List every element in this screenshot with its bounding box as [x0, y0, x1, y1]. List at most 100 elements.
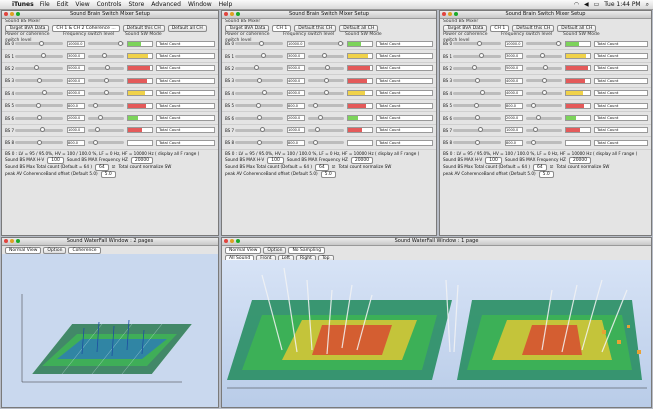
level-slider-knob[interactable]	[261, 53, 267, 59]
menu-file[interactable]: File	[39, 1, 50, 8]
frequency-slider[interactable]	[526, 115, 562, 121]
level-slider-knob[interactable]	[479, 53, 485, 59]
frequency-value[interactable]: 4000.0	[67, 90, 85, 97]
level-slider[interactable]	[453, 40, 501, 46]
level-slider-knob[interactable]	[474, 139, 480, 145]
frequency-slider-knob[interactable]	[323, 90, 329, 96]
frequency-slider-knob[interactable]	[117, 40, 123, 46]
level-slider[interactable]	[453, 115, 501, 121]
level-slider[interactable]	[15, 53, 63, 59]
zoom-button[interactable]	[16, 12, 20, 16]
target-bva-button[interactable]: Target BVA Data	[225, 25, 270, 32]
menu-help[interactable]: Help	[218, 1, 233, 8]
close-button[interactable]	[4, 239, 8, 243]
level-slider[interactable]	[15, 115, 63, 121]
minimize-button[interactable]	[10, 239, 14, 243]
level-slider-knob[interactable]	[42, 90, 48, 96]
frequency-slider-knob[interactable]	[312, 102, 318, 108]
level-slider-knob[interactable]	[41, 53, 47, 59]
sound-sw-mode-select[interactable]: Total Count	[376, 53, 433, 60]
level-slider[interactable]	[235, 115, 283, 121]
level-slider-knob[interactable]	[262, 90, 268, 96]
frequency-value[interactable]: 2000.0	[67, 115, 85, 122]
default-all-ch-button[interactable]: Default all CH	[557, 25, 597, 32]
normalize-checkbox[interactable]: ☑	[331, 164, 336, 170]
frequency-value[interactable]: 10000.0	[287, 40, 305, 47]
normalize-checkbox[interactable]: ☑	[549, 164, 554, 170]
minimize-button[interactable]	[230, 239, 234, 243]
frequency-value[interactable]: 800.0	[67, 102, 85, 109]
level-slider-knob[interactable]	[476, 40, 482, 46]
close-button[interactable]	[224, 12, 228, 16]
view-mode-select[interactable]: Normal View	[5, 247, 42, 254]
frequency-value[interactable]: 10000.0	[67, 40, 85, 47]
sound-sw-mode-select[interactable]: Total Count	[376, 127, 433, 134]
level-slider-knob[interactable]	[256, 77, 262, 83]
frequency-slider-knob[interactable]	[103, 90, 109, 96]
level-slider-knob[interactable]	[37, 115, 43, 121]
frequency-slider[interactable]	[308, 65, 344, 71]
frequency-value[interactable]: 3000.0	[505, 53, 523, 60]
waterfall-plot[interactable]	[2, 254, 218, 407]
level-slider[interactable]	[453, 127, 501, 133]
menu-app-name[interactable]: iTunes	[12, 1, 34, 8]
frequency-slider[interactable]	[308, 77, 344, 83]
frequency-value[interactable]: 5000.0	[67, 65, 85, 72]
frequency-slider-knob[interactable]	[94, 127, 100, 133]
frequency-value[interactable]: 4000.0	[505, 90, 523, 97]
level-slider[interactable]	[235, 53, 283, 59]
frequency-slider-knob[interactable]	[312, 139, 318, 145]
sound-sw-mode-select[interactable]: Total Count	[156, 115, 215, 122]
close-button[interactable]	[4, 12, 8, 16]
window-titlebar[interactable]: Sound Brain Switch Mixer Setup	[2, 11, 218, 19]
level-slider[interactable]	[15, 102, 63, 108]
volume-icon[interactable]: ◀	[583, 1, 589, 8]
level-slider-knob[interactable]	[475, 115, 481, 121]
channel-select[interactable]: CH 1	[272, 25, 292, 32]
frequency-value[interactable]: 4000.0	[287, 77, 305, 84]
level-slider[interactable]	[15, 40, 63, 46]
level-slider-knob[interactable]	[478, 127, 484, 133]
frequency-value[interactable]: 800.0	[287, 102, 305, 109]
frequency-slider-knob[interactable]	[337, 40, 343, 46]
frequency-value[interactable]: 3000.0	[67, 53, 85, 60]
frequency-slider[interactable]	[308, 102, 344, 108]
level-slider-knob[interactable]	[257, 115, 263, 121]
sound-sw-mode-select[interactable]: Total Count	[594, 90, 648, 97]
sound-sw-mode-select[interactable]: Total Count	[156, 40, 215, 47]
max-hv-input[interactable]: 100	[267, 156, 284, 164]
close-button[interactable]	[224, 239, 228, 243]
frequency-value[interactable]: 800.0	[287, 139, 305, 146]
sound-sw-mode-select[interactable]: Total Count	[156, 127, 215, 134]
menu-clock[interactable]: Tue 1:44 PM	[604, 1, 641, 8]
frequency-value[interactable]: 800.0	[67, 139, 85, 146]
option-button[interactable]: Option	[263, 247, 287, 254]
level-slider[interactable]	[235, 102, 283, 108]
channel-select[interactable]: CH 1 & CH 2 Coherence ...	[52, 25, 120, 32]
target-bva-button[interactable]: Target BVA Data	[5, 25, 50, 32]
target-bva-button[interactable]: Target BVA Data	[443, 25, 488, 32]
sound-sw-mode-select[interactable]: Total Count	[594, 77, 648, 84]
sound-sw-mode-select[interactable]: Total Count	[594, 115, 648, 122]
channel-select[interactable]: CH 1	[490, 25, 510, 32]
level-slider-knob[interactable]	[258, 40, 264, 46]
frequency-slider[interactable]	[526, 77, 562, 83]
max-total-input[interactable]: 64	[94, 163, 109, 171]
source-select[interactable]: Coherence	[68, 247, 101, 254]
frequency-slider-knob[interactable]	[541, 77, 547, 83]
menu-window[interactable]: Window	[187, 1, 212, 8]
frequency-slider[interactable]	[526, 102, 562, 108]
frequency-slider-knob[interactable]	[105, 65, 111, 71]
coherence-offset-input[interactable]: 5.0	[538, 170, 554, 178]
level-slider[interactable]	[15, 90, 63, 96]
sound-sw-mode-select[interactable]: Total Count	[376, 40, 433, 47]
option-button[interactable]: Option	[43, 247, 67, 254]
level-slider[interactable]	[453, 102, 501, 108]
level-slider[interactable]	[235, 139, 283, 145]
zoom-button[interactable]	[454, 12, 458, 16]
normalize-checkbox[interactable]: ☑	[111, 164, 116, 170]
window-titlebar[interactable]: Sound WaterFall Window : 2 pages	[2, 238, 218, 246]
sound-sw-mode-select[interactable]: Total Count	[376, 115, 433, 122]
level-slider[interactable]	[453, 53, 501, 59]
sound-sw-mode-select[interactable]: Total Count	[376, 139, 433, 146]
